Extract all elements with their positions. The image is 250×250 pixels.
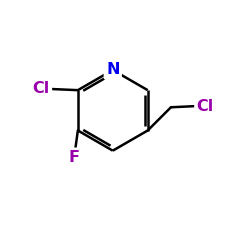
Text: Cl: Cl	[196, 98, 214, 114]
Text: N: N	[106, 62, 120, 78]
Text: Cl: Cl	[32, 82, 50, 96]
Text: F: F	[69, 150, 80, 165]
